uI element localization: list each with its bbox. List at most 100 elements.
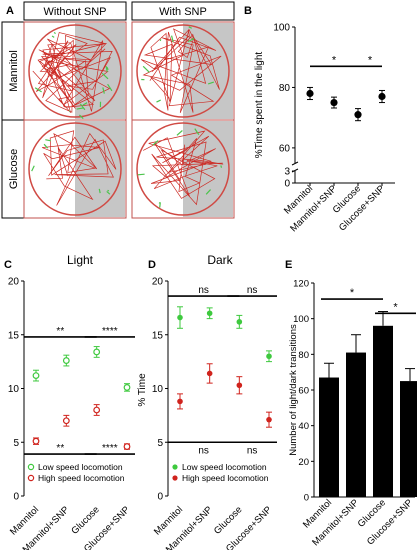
- chart-c-y-tick-label: 5: [13, 438, 19, 449]
- arena-circle: [136, 24, 230, 118]
- panel-d-letter: D: [148, 259, 156, 271]
- arena-circle: [136, 122, 230, 216]
- chart-c-legend-marker: [27, 463, 35, 471]
- chart-c-point: [32, 372, 40, 380]
- panel-a-headers: Without SNP With SNP: [23, 1, 235, 21]
- arena-track-green: [34, 87, 42, 93]
- header-with-snp: With SNP: [159, 6, 207, 18]
- panel-a-arenas: [23, 21, 235, 219]
- chart-c-point: [32, 437, 40, 445]
- chart-c-legend-label: High speed locomotion: [38, 473, 125, 483]
- arena-dark-half: [183, 23, 233, 119]
- chart-d-y-tick-label: 5: [157, 438, 163, 449]
- arena-track-green: [51, 35, 55, 38]
- header-with-snp-box: [131, 1, 235, 21]
- chart-e-bar: [319, 377, 339, 497]
- arena-track-green: [106, 66, 109, 70]
- chart-c-point: [62, 417, 70, 425]
- chart-e-ylabel: Number of light/dark transitions: [288, 324, 299, 456]
- arena-track-green: [82, 102, 88, 106]
- arena-track-green: [79, 103, 86, 111]
- chart-d-point: [266, 416, 272, 423]
- chart-c-y-tick-label: 15: [8, 330, 20, 341]
- chart-d-legend-marker: [172, 475, 178, 481]
- chart-e-y-tick-label: 0: [304, 493, 309, 504]
- chart-c-y-tick-label: 20: [8, 277, 20, 288]
- arena-track: [32, 32, 113, 113]
- chart-c-sig-label: ****: [102, 443, 118, 454]
- arena-track-green: [78, 114, 84, 120]
- chart-d-sig-label: ns: [247, 445, 258, 456]
- arena-track: [143, 130, 224, 206]
- chart-d-point: [177, 314, 183, 321]
- arena-track-green: [45, 139, 51, 142]
- chart-b-sig-label: *: [368, 54, 373, 66]
- chart-d-y-tick-label: 0: [157, 492, 163, 503]
- arena-track-green: [194, 128, 200, 136]
- arena-track-green: [106, 190, 111, 195]
- chart-e-y-tick-label: 120: [293, 279, 309, 290]
- chart-b-y-tick-label: 0: [284, 179, 290, 190]
- arena-track-green: [220, 165, 223, 168]
- chart-d-sig-label: ns: [247, 285, 258, 296]
- arena-track-green: [101, 72, 109, 80]
- arena-dark-half: [75, 121, 125, 217]
- chart-b: %Time spent in the light 100806030Mannit…: [254, 23, 395, 234]
- chart-e-y-tick-label: 100: [293, 314, 309, 325]
- chart-d-point: [266, 353, 272, 360]
- arena-track-green: [105, 65, 108, 72]
- chart-e-sig-label: *: [350, 287, 355, 299]
- chart-d-y-tick-label: 10: [152, 384, 164, 395]
- chart-d-legend-label: High speed locomotion: [182, 473, 269, 483]
- arena-track: [140, 28, 222, 113]
- row-label-glucose: Glucose: [8, 149, 20, 189]
- chart-c-y-tick-label: 0: [13, 492, 19, 503]
- arena-track-green: [53, 31, 56, 35]
- arena-track-green: [159, 39, 162, 42]
- arena-track-green: [207, 81, 215, 85]
- chart-e-bar: [346, 352, 366, 497]
- chart-d-point: [206, 370, 213, 377]
- chart-c-point: [123, 384, 131, 391]
- chart-d-point: [206, 310, 213, 317]
- chart-b-y-tick-label: 100: [273, 23, 290, 34]
- chart-d-sig-label: ns: [198, 285, 209, 296]
- arena-track-green: [31, 165, 35, 172]
- chart-e-bar: [400, 381, 417, 497]
- arena-track-green: [171, 35, 174, 43]
- chart-e: Number of light/dark transitions 0 20 40 60…: [288, 279, 417, 548]
- arena-track-green: [152, 140, 159, 146]
- panel-b-letter: B: [244, 5, 252, 17]
- chart-b-point: [306, 89, 314, 98]
- arena-track-green: [107, 189, 110, 192]
- chart-d-sig-label: ns: [198, 445, 209, 456]
- arena-track-green: [107, 83, 113, 92]
- header-without-snp-box: [23, 1, 127, 21]
- arena-track-green: [176, 130, 183, 136]
- chart-e-bar: [373, 325, 393, 497]
- chart-e-y-tick-label: 80: [298, 350, 309, 361]
- chart-c-point: [93, 348, 101, 356]
- chart-b-point: [378, 92, 386, 101]
- panel-c-letter: C: [4, 259, 12, 271]
- arena-track-green: [98, 188, 101, 194]
- arena-track-green: [142, 65, 150, 73]
- panel-a-letter: A: [6, 5, 14, 17]
- arena-track-green: [205, 189, 212, 195]
- chart-d-point: [236, 382, 243, 389]
- chart-d-legend-label: Low speed locomotion: [182, 462, 267, 472]
- arena-track-green: [137, 173, 145, 176]
- chart-e-y-tick-label: 20: [298, 457, 309, 468]
- chart-d-point: [236, 319, 243, 325]
- chart-c-title: Light: [67, 253, 94, 267]
- row-label-mannitol: Mannitol: [8, 50, 20, 92]
- header-without-snp: Without SNP: [44, 6, 107, 18]
- chart-e-sig-label: *: [393, 301, 398, 313]
- chart-c-sig-label: **: [56, 443, 64, 454]
- arena-track-green: [156, 99, 161, 103]
- chart-c-y-tick-label: 10: [8, 384, 20, 395]
- arena-track-green: [43, 143, 49, 149]
